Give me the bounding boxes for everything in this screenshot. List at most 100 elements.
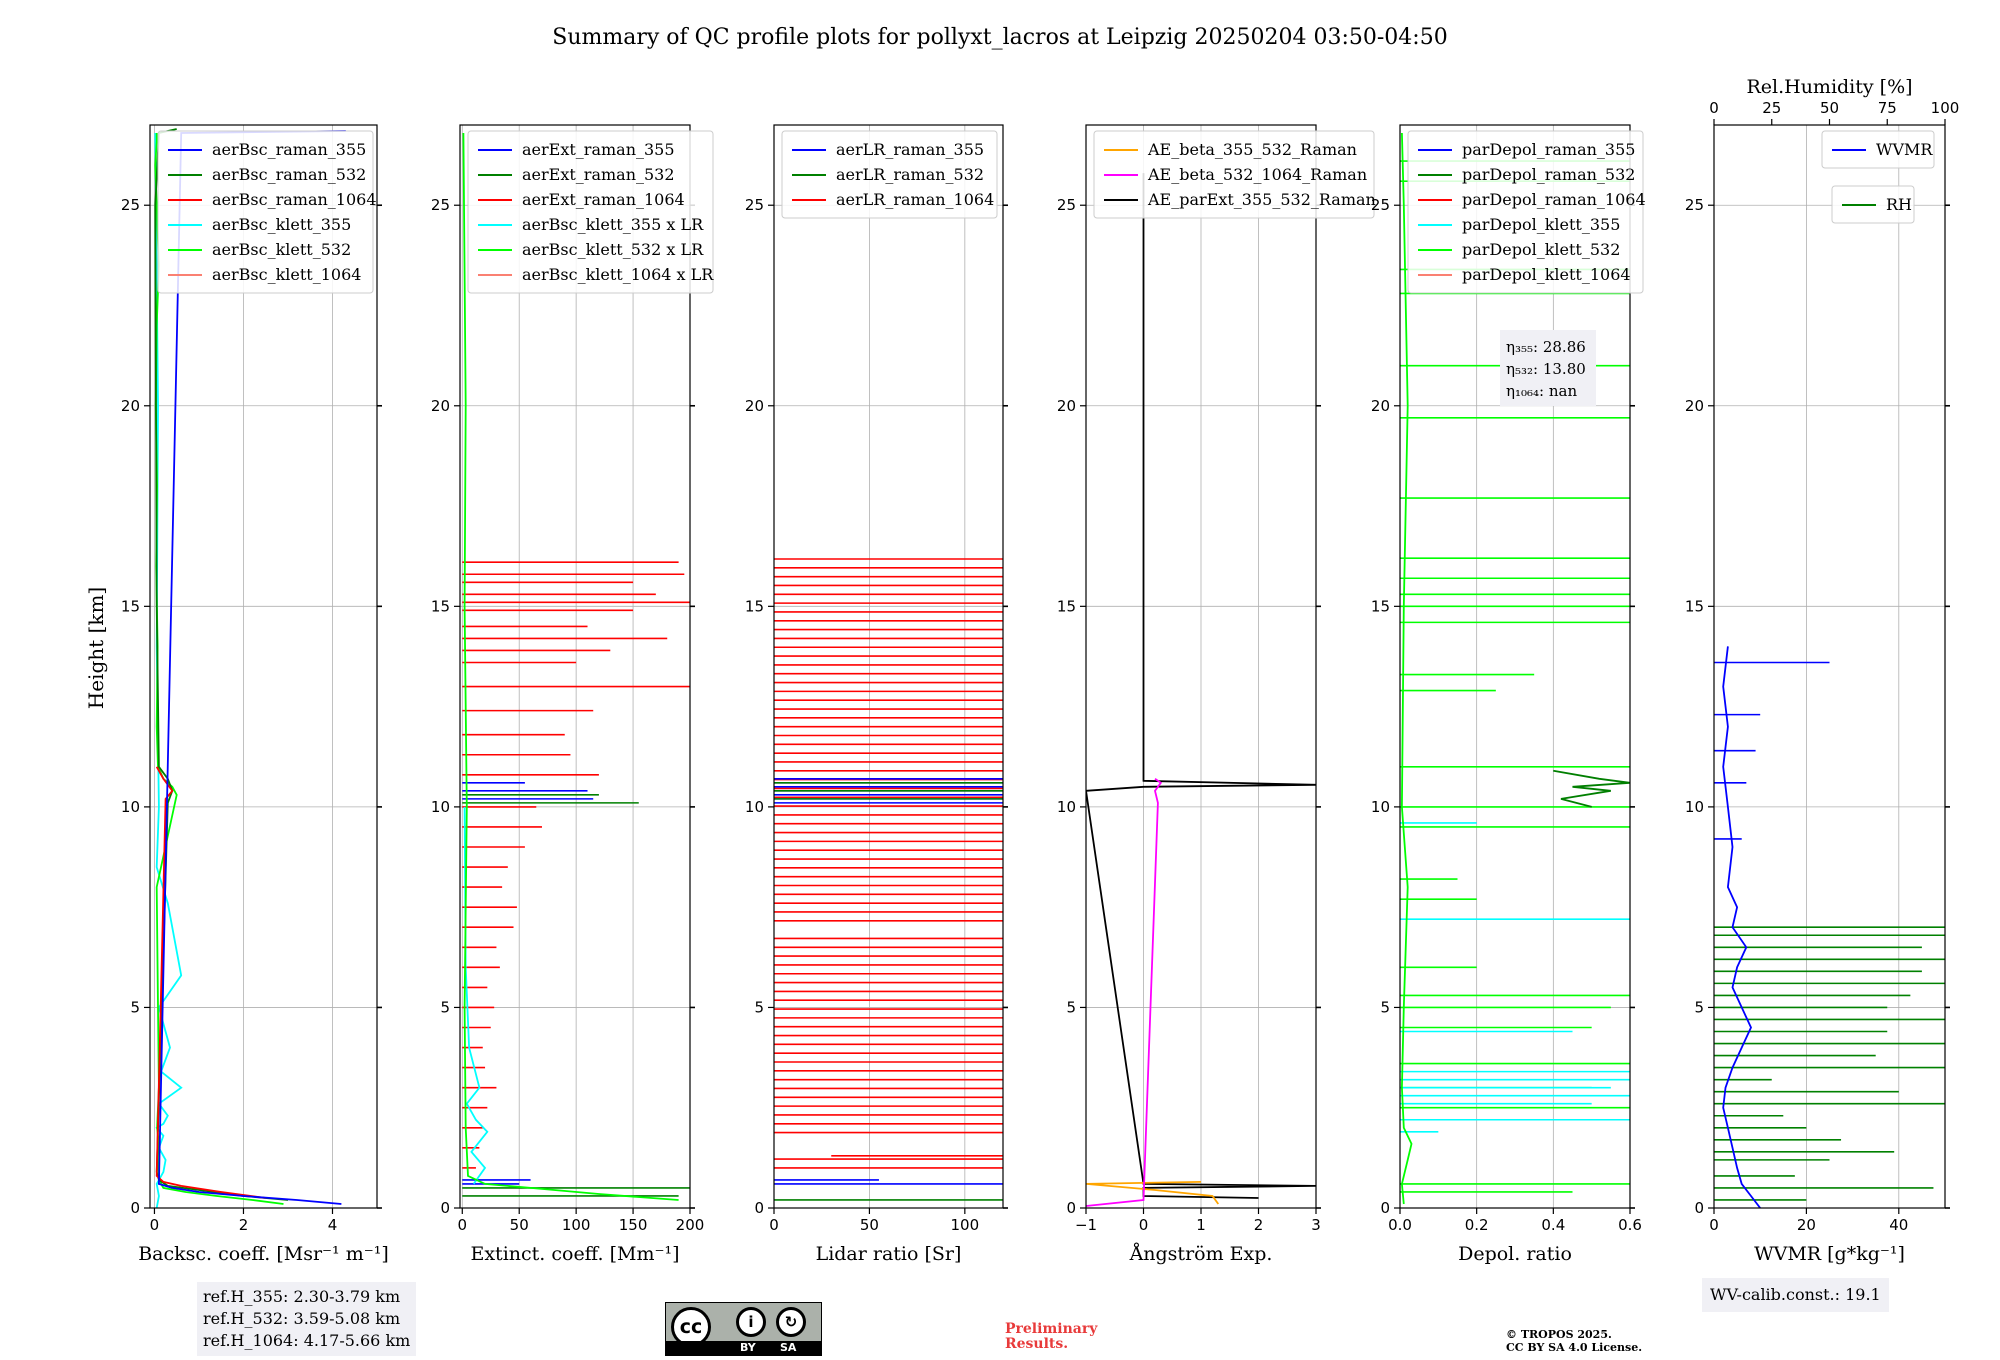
annotation-depol: η₃₅₅: 28.86 η₅₃₂: 13.80 η₁₀₆₄: nan [1500, 330, 1596, 406]
legend-label-bsc-1: aerBsc_raman_532 [212, 165, 366, 184]
series-bsc-1 [154, 133, 284, 1205]
legend-label-depol-4: parDepol_klett_532 [1462, 240, 1620, 259]
ytick-label-ae-5: 25 [1057, 196, 1076, 214]
ytick-label-depol-3: 15 [1371, 597, 1390, 615]
panel-wv: 0 20 40 0 5 10 15 20 25 WVMR [g*kg⁻¹] 0 25 50 75 100 Re… [1685, 76, 1959, 1265]
ytick-label-ae-3: 15 [1057, 597, 1076, 615]
panel-bsc: 0 2 4 0 5 10 15 20 25 Backsc. coeff. [Msr⁻¹ m⁻¹] a… [121, 124, 389, 1265]
xlabel-wv: WVMR [g*kg⁻¹] [1754, 1243, 1905, 1265]
ytick-label-wv-2: 10 [1685, 798, 1704, 816]
sa-label: SA [780, 1341, 797, 1354]
ytick-label-lr-3: 15 [745, 597, 764, 615]
x2tick-label-wv-3: 75 [1878, 99, 1897, 117]
data-ae [1086, 173, 1316, 1207]
ytick-label-lr-4: 20 [745, 397, 764, 415]
preliminary-results-note: Preliminary Results. [1005, 1322, 1097, 1352]
ytick-label-ext-3: 15 [431, 597, 450, 615]
x2tick-label-wv-2: 50 [1820, 99, 1839, 117]
prelim-line-1: Preliminary [1005, 1321, 1098, 1337]
cc-icon: cc [671, 1307, 711, 1347]
prelim-line-2: Results. [1005, 1336, 1069, 1352]
legend-label-bsc-2: aerBsc_raman_1064 [212, 190, 377, 209]
ytick-label-bsc-5: 25 [121, 196, 140, 214]
xtick-label-depol-0: 0.0 [1388, 1216, 1412, 1234]
xtick-label-ae-1: 0 [1139, 1216, 1149, 1234]
x2label-wv: Rel.Humidity [%] [1746, 76, 1912, 98]
legend-label-bsc-0: aerBsc_raman_355 [212, 140, 366, 159]
legend-box-lr [781, 130, 998, 219]
legend-label-ext-1: aerExt_raman_532 [522, 165, 675, 184]
legend-bsc: aerBsc_raman_355 aerBsc_raman_532 aerBsc_r… [157, 130, 377, 294]
legend-label-ae-0: AE_beta_355_532_Raman [1147, 140, 1357, 159]
xtick-label-wv-1: 20 [1797, 1216, 1816, 1234]
xtick-label-lr-1: 50 [860, 1216, 879, 1234]
legend-label-ae-2: AE_parExt_355_532_Raman [1147, 190, 1376, 209]
legend-lr: aerLR_raman_355 aerLR_raman_532 aerLR_rama… [781, 130, 998, 219]
legend-label-ext-0: aerExt_raman_355 [522, 140, 675, 159]
panel-ext: 0 50 100 150 200 0 5 10 15 20 25 Extinct. coeff. [M… [431, 124, 714, 1265]
figure-title: Summary of QC profile plots for pollyxt_… [552, 25, 1447, 50]
ref-note-1064: ref.H_1064: 4.17-5.66 km [203, 1331, 411, 1350]
legend-label-depol-1: parDepol_raman_532 [1462, 165, 1635, 184]
legend-box-wv [1821, 130, 1935, 169]
cc-by-sa-badge[interactable]: cc i ↻ BY SA [665, 1302, 822, 1356]
by-label: BY [740, 1341, 756, 1354]
frame-depol [1399, 124, 1631, 1209]
frame-bsc [149, 124, 378, 1209]
legend-label-ext-5: aerBsc_klett_1064 x LR [522, 265, 714, 284]
legend-box-depol [1407, 130, 1644, 294]
xtick-label-depol-3: 0.6 [1618, 1216, 1642, 1234]
license-bar [666, 1341, 821, 1355]
reference-height-box: ref.H_355: 2.30-3.79 km ref.H_532: 3.59-… [197, 1282, 417, 1356]
x2tick-label-wv-4: 100 [1931, 99, 1960, 117]
legend-ext: aerExt_raman_355 aerExt_raman_532 aerExt_r… [467, 130, 714, 294]
series-ext-0 [463, 806, 489, 1185]
xtick-label-lr-2: 100 [951, 1216, 980, 1234]
x2tick-label-wv-0: 0 [1709, 99, 1719, 117]
legend-label-lr-2: aerLR_raman_1064 [836, 190, 994, 209]
series-ext-1 [462, 132, 679, 1201]
copyright-note: © TROPOS 2025. CC BY SA 4.0 License. [1506, 1328, 1642, 1354]
ytick-label-depol-1: 5 [1380, 998, 1390, 1016]
ytick-label-ae-4: 20 [1057, 397, 1076, 415]
xlabel-depol: Depol. ratio [1458, 1243, 1572, 1265]
ytick-label-bsc-0: 0 [130, 1199, 140, 1217]
wv-calibration-box: WV-calib.const.: 19.1 [1702, 1278, 1889, 1312]
person-icon: i [736, 1307, 766, 1337]
series-ae-2 [1086, 778, 1163, 1207]
ytick-label-lr-2: 10 [745, 798, 764, 816]
xtick-label-bsc-0: 0 [150, 1216, 160, 1234]
ytick-label-wv-3: 15 [1685, 597, 1704, 615]
xtick-label-depol-2: 0.4 [1541, 1216, 1565, 1234]
annotation-box-depol [1500, 330, 1596, 406]
series-bsc-3 [155, 766, 266, 1199]
data-ext [462, 132, 690, 1201]
frame-lr [773, 124, 1004, 1209]
xtick-label-ext-2: 100 [562, 1216, 591, 1234]
frame-wv [1713, 124, 1946, 1209]
legend-label-ae-1: AE_beta_532_1064_Raman [1147, 165, 1367, 184]
copyright-line-2: CC BY SA 4.0 License. [1506, 1341, 1643, 1354]
xtick-label-ae-4: 3 [1311, 1216, 1321, 1234]
series-depol-1 [1553, 769, 1630, 808]
series-bsc-2 [154, 128, 289, 1201]
data-bsc [154, 128, 346, 1208]
ytick-label-wv-5: 25 [1685, 196, 1704, 214]
legend-label-ext-2: aerExt_raman_1064 [522, 190, 685, 209]
xtick-label-bsc-2: 4 [328, 1216, 338, 1234]
legend-label-wv-0: WVMR [1876, 140, 1933, 159]
legend-label-depol-5: parDepol_klett_1064 [1462, 265, 1631, 284]
ref-note-355: ref.H_355: 2.30-3.79 km [203, 1287, 401, 1306]
xlabel-ext: Extinct. coeff. [Mm⁻¹] [470, 1243, 679, 1265]
panel-lr: 0 50 100 0 5 10 15 20 25 Lidar ratio [Sr] aerLR_ra… [745, 124, 1008, 1265]
ytick-label-depol-2: 10 [1371, 798, 1390, 816]
series-ae-1 [1086, 1181, 1220, 1205]
ytick-label-wv-0: 0 [1694, 1199, 1704, 1217]
ytick-label-bsc-4: 20 [121, 397, 140, 415]
legend-depol: parDepol_raman_355 parDepol_raman_532 parD… [1407, 130, 1646, 294]
legend-label-ext-4: aerBsc_klett_532 x LR [522, 240, 704, 259]
legend-box-bsc [157, 130, 374, 294]
y-axis-label: Height [km] [84, 587, 108, 709]
